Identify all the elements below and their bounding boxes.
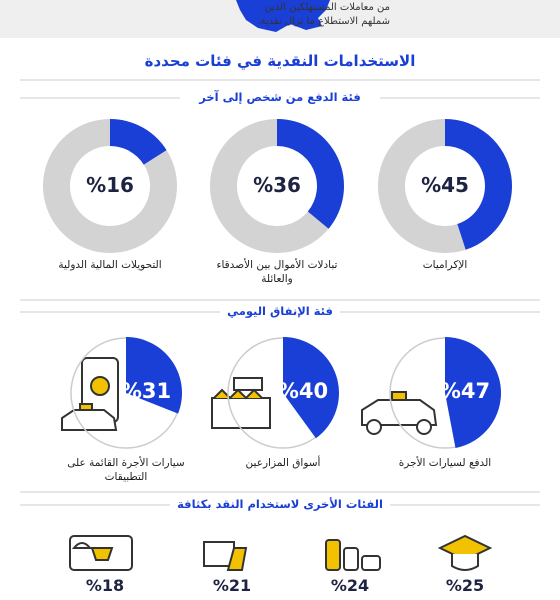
value-label: %31	[120, 379, 172, 403]
graduation-icon	[437, 534, 493, 571]
category-label: التحويلات المالية الدولية	[58, 259, 162, 271]
phone-taxi-icon	[61, 357, 119, 431]
map-shape	[236, 0, 330, 32]
section-heading: الفئات الأخرى لاستخدام النقد بكثافة	[177, 497, 383, 511]
main-title: الاستخدامات النقدية في فئات محددة	[144, 52, 416, 70]
value-label: %21	[212, 576, 252, 595]
value-label: %36	[253, 173, 301, 197]
products-icon	[325, 539, 381, 571]
value-label: %47	[439, 379, 491, 403]
category-label: سيارات الأجرة القائمة على التطبيقات	[67, 457, 185, 483]
category-label: الدفع لسيارات الأجرة	[398, 457, 492, 469]
pie-sector	[445, 337, 502, 449]
donut-arc	[110, 119, 167, 165]
pie-sector	[283, 337, 340, 439]
market-icon	[211, 377, 271, 429]
value-label: %25	[445, 576, 485, 595]
donut-arc	[445, 119, 512, 250]
category-label: الإكراميات	[422, 259, 468, 271]
value-label: %24	[330, 576, 370, 595]
shopping-icon	[69, 535, 133, 571]
header-text: شملهم الاستطلاع ما تزال نقدية.	[257, 16, 390, 27]
pie-sector	[126, 337, 182, 414]
category-label: أسواق المزارعين	[245, 457, 321, 469]
value-label: %16	[86, 173, 134, 197]
section-heading: فئة الدفع من شخص إلى آخر	[199, 90, 361, 104]
value-label: %18	[85, 576, 125, 595]
value-label: %45	[421, 173, 469, 197]
value-label: %40	[277, 379, 329, 403]
header-text: من معاملات المستهلكين الذين	[264, 2, 390, 13]
taxi-icon	[361, 391, 438, 435]
donut-arc	[277, 119, 344, 229]
section-heading: فئة الإنفاق اليومي	[227, 304, 333, 318]
category-label: تبادلات الأموال بين الأصدقاء والعائلة	[216, 259, 338, 285]
cinema-icon	[203, 541, 248, 571]
